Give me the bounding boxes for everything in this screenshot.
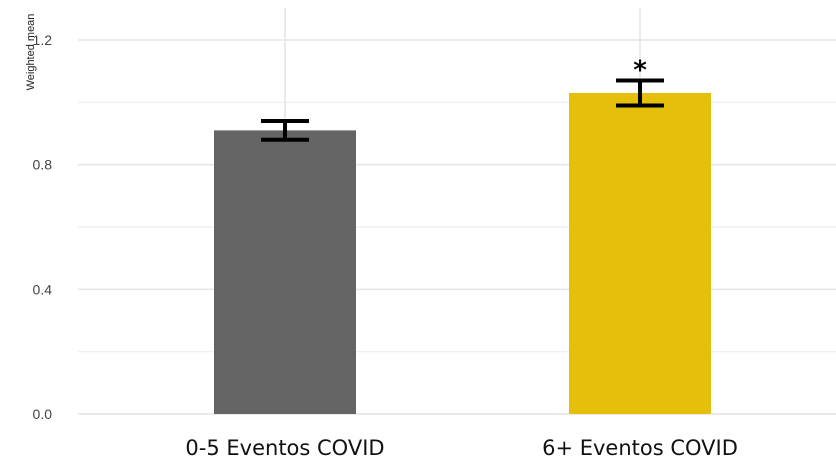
y-tick-label: 1.2 — [33, 32, 53, 48]
y-axis-label: Weighted mean — [25, 14, 37, 91]
grid-lines — [78, 8, 836, 415]
y-tick-label: 0.8 — [33, 157, 53, 173]
bar-1 — [214, 130, 356, 414]
x-tick-label: 0-5 Eventos COVID — [185, 436, 384, 460]
axis-ticks: 0.0 0.4 0.8 1.2 0-5 Eventos COVID 6+ Eventos … — [33, 32, 738, 460]
y-tick-label: 0.0 — [33, 406, 53, 422]
bar-2 — [569, 92, 711, 414]
y-tick-label: 0.4 — [33, 281, 53, 297]
error-bars: * — [261, 56, 664, 142]
x-tick-label: 6+ Eventos COVID — [542, 436, 738, 460]
significance-marker: * — [633, 56, 647, 86]
bars — [214, 92, 711, 414]
